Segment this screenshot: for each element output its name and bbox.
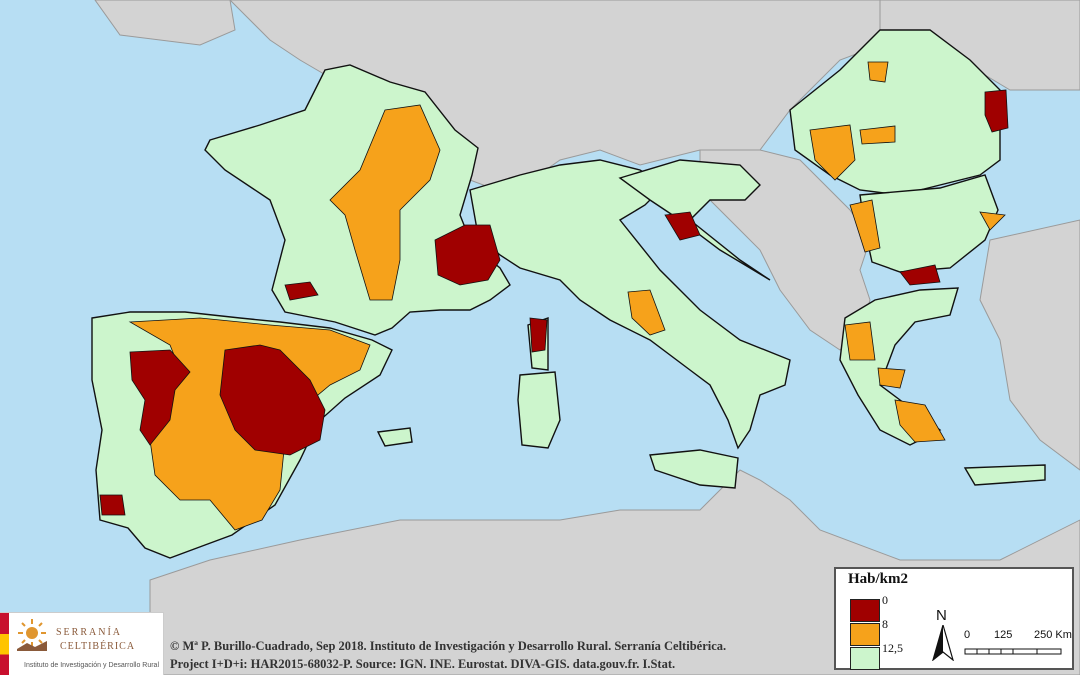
bulgaria-orange bbox=[849, 199, 881, 253]
croatia-red bbox=[664, 211, 701, 241]
mallorca bbox=[376, 427, 413, 447]
north-label: N bbox=[936, 607, 947, 624]
north-arrow-icon bbox=[932, 625, 954, 661]
legend-label-0: 0 bbox=[882, 593, 888, 607]
scale-label-125: 125 bbox=[994, 629, 1013, 641]
legend-swatch-12-5 bbox=[850, 647, 880, 670]
density-0-areas bbox=[99, 89, 1009, 516]
romania-orange-2 bbox=[867, 61, 889, 83]
crete bbox=[963, 464, 1046, 486]
bulgaria-orange-2 bbox=[979, 211, 1006, 231]
credits: © Mª P. Burillo-Cuadrado, Sep 2018. Inst… bbox=[170, 637, 810, 673]
scale-label-250: 250 Km bbox=[1034, 629, 1072, 641]
greece-orange-3 bbox=[877, 367, 906, 389]
credits-line-1: © Mª P. Burillo-Cuadrado, Sep 2018. Inst… bbox=[170, 639, 727, 653]
institute-logo: SERRANÍA CELTIBÉRICA Instituto de Invest… bbox=[0, 612, 164, 675]
flag-stripe bbox=[0, 613, 9, 675]
legend-label-12-5: 12,5 bbox=[882, 641, 903, 655]
italy-orange bbox=[627, 289, 666, 336]
map-legend: Hab/km2 0 8 12,5 N 0 125 250 Km bbox=[834, 567, 1074, 670]
legend-swatch-8 bbox=[850, 623, 880, 646]
greece-orange-2 bbox=[894, 399, 946, 443]
legend-label-8: 8 bbox=[882, 617, 888, 631]
scale-label-0: 0 bbox=[964, 629, 971, 641]
romania-orange-1 bbox=[809, 124, 856, 181]
france-red-west bbox=[284, 281, 319, 301]
sun-emblem-icon bbox=[17, 619, 47, 651]
logo-name-line2: CELTIBÉRICA bbox=[60, 641, 136, 652]
uk-ireland bbox=[94, 0, 236, 46]
spain-red-west bbox=[129, 349, 191, 446]
turkey bbox=[979, 219, 1080, 471]
greece-orange bbox=[844, 321, 876, 361]
logo-subtitle: Instituto de Investigación y Desarrollo … bbox=[24, 662, 160, 669]
scale-bar bbox=[964, 648, 1062, 655]
legend-title: Hab/km2 bbox=[848, 571, 909, 587]
france-orange bbox=[329, 104, 441, 301]
france-red-south bbox=[434, 224, 501, 286]
logo-name-line1: SERRANÍA bbox=[56, 627, 123, 638]
spain-red-south bbox=[99, 494, 126, 516]
corsica-red bbox=[529, 317, 548, 353]
sicily bbox=[649, 449, 739, 489]
credits-line-2: Project I+D+i: HAR2015-68032-P. Source: … bbox=[170, 657, 676, 671]
sardinia bbox=[517, 371, 561, 449]
legend-swatch-0 bbox=[850, 599, 880, 622]
romania-red bbox=[984, 89, 1009, 133]
bulgaria-red bbox=[899, 264, 941, 286]
spain-red-center bbox=[219, 344, 326, 456]
romania-orange-3 bbox=[859, 125, 896, 145]
